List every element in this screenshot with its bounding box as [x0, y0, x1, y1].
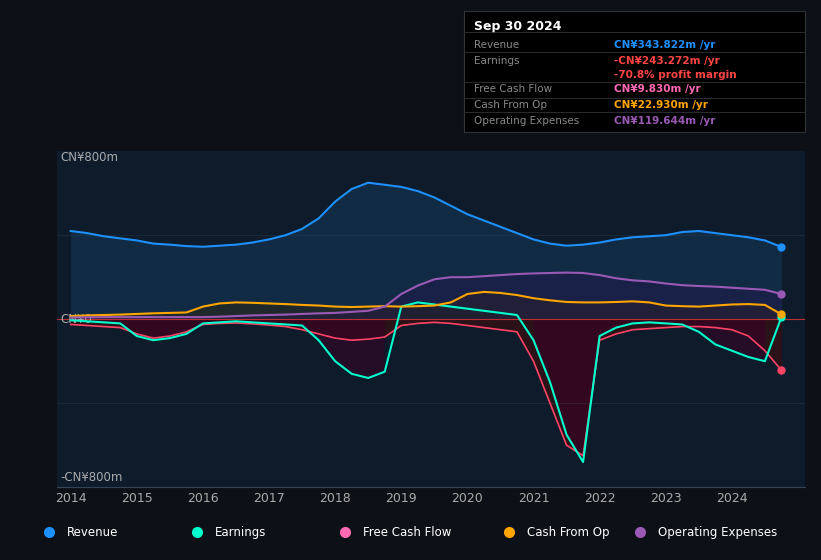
Text: Cash From Op: Cash From Op	[474, 100, 547, 110]
Text: CN¥119.644m /yr: CN¥119.644m /yr	[614, 116, 715, 126]
Text: Revenue: Revenue	[67, 526, 119, 539]
Text: Revenue: Revenue	[474, 40, 519, 50]
Text: Operating Expenses: Operating Expenses	[658, 526, 777, 539]
Text: CN¥343.822m /yr: CN¥343.822m /yr	[614, 40, 715, 50]
Text: Free Cash Flow: Free Cash Flow	[363, 526, 452, 539]
Text: -70.8% profit margin: -70.8% profit margin	[614, 70, 736, 80]
Text: CN¥0: CN¥0	[61, 312, 93, 326]
Text: Sep 30 2024: Sep 30 2024	[474, 20, 562, 32]
Text: CN¥22.930m /yr: CN¥22.930m /yr	[614, 100, 708, 110]
Text: -CN¥800m: -CN¥800m	[61, 471, 123, 484]
Text: CN¥9.830m /yr: CN¥9.830m /yr	[614, 85, 700, 95]
Text: -CN¥243.272m /yr: -CN¥243.272m /yr	[614, 55, 719, 66]
Text: Cash From Op: Cash From Op	[527, 526, 609, 539]
Text: Earnings: Earnings	[474, 55, 520, 66]
Text: Free Cash Flow: Free Cash Flow	[474, 85, 553, 95]
Text: Operating Expenses: Operating Expenses	[474, 116, 580, 126]
Text: Earnings: Earnings	[215, 526, 267, 539]
Text: CN¥800m: CN¥800m	[61, 151, 119, 164]
